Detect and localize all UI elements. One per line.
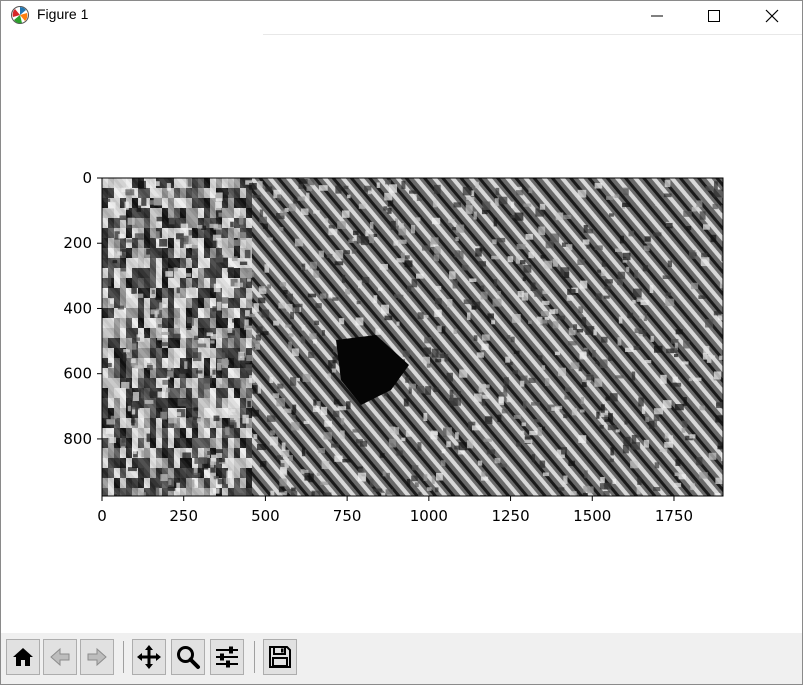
x-axis: 0 250 500 750 1000 1250 1500 1750 (97, 496, 693, 525)
navigation-toolbar (1, 633, 802, 684)
x-tick-label: 250 (169, 507, 198, 525)
axes-frame (101, 177, 724, 497)
save-button[interactable] (263, 639, 297, 675)
minimize-button[interactable] (628, 1, 686, 31)
back-arrow-icon (50, 647, 70, 667)
y-tick-label: 400 (63, 299, 92, 317)
toolbar-separator (254, 641, 255, 673)
close-icon (765, 9, 779, 23)
save-floppy-icon (269, 646, 291, 668)
zoom-magnifier-icon (177, 646, 200, 669)
maximize-button[interactable] (685, 1, 743, 31)
y-tick-label: 600 (63, 365, 92, 383)
figure-canvas[interactable]: 0 250 500 750 1000 1250 1500 1750 0 200 400 600 800 (1, 35, 802, 633)
close-button[interactable] (743, 1, 801, 31)
image-area (102, 178, 723, 496)
title-divider (263, 34, 802, 35)
pan-move-icon (137, 645, 161, 669)
x-tick-label: 0 (97, 507, 107, 525)
x-tick-label: 500 (251, 507, 280, 525)
toolbar-separator (123, 641, 124, 673)
home-icon (13, 648, 33, 666)
pan-button[interactable] (132, 639, 166, 675)
x-tick-label: 1500 (573, 507, 611, 525)
matplotlib-logo-icon (11, 6, 29, 24)
title-bar[interactable]: Figure 1 (1, 1, 802, 31)
window-title: Figure 1 (37, 6, 89, 22)
configure-subplots-icon (216, 646, 238, 668)
forward-arrow-icon (87, 647, 107, 667)
plot-svg: 0 250 500 750 1000 1250 1500 1750 0 200 400 600 800 (63, 169, 724, 525)
x-tick-label: 750 (333, 507, 362, 525)
y-axis: 0 200 400 600 800 (63, 169, 102, 448)
x-tick-label: 1000 (410, 507, 448, 525)
back-button[interactable] (43, 639, 77, 675)
forward-button[interactable] (80, 639, 114, 675)
y-tick-label: 0 (82, 169, 92, 187)
configure-subplots-button[interactable] (210, 639, 244, 675)
x-tick-label: 1250 (491, 507, 529, 525)
x-tick-label: 1750 (655, 507, 693, 525)
maximize-icon (708, 10, 720, 22)
y-tick-label: 200 (63, 234, 92, 252)
minimize-icon (651, 15, 663, 17)
home-button[interactable] (6, 639, 40, 675)
zoom-button[interactable] (171, 639, 205, 675)
y-tick-label: 800 (63, 430, 92, 448)
